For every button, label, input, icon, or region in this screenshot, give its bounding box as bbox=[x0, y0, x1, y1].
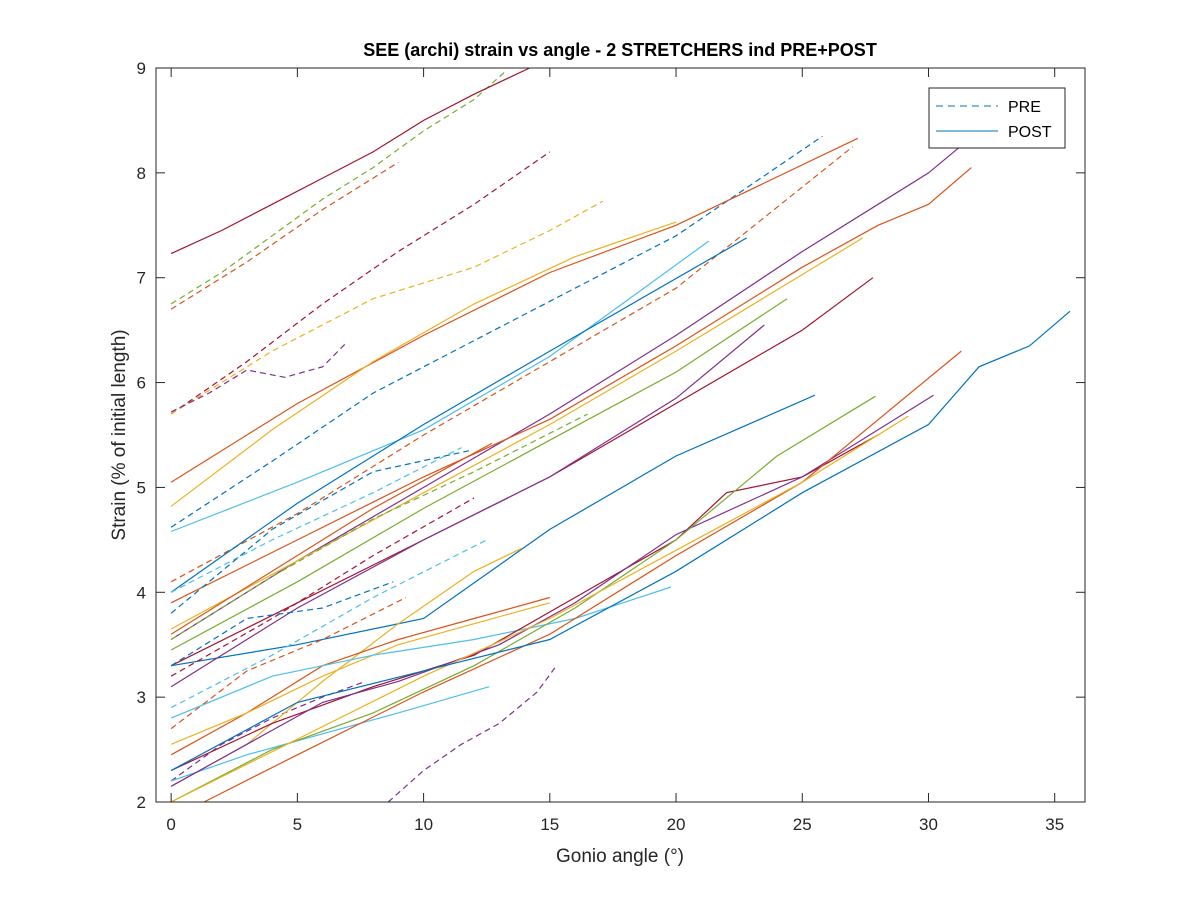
series-line-4 bbox=[170, 200, 604, 415]
series-line-11 bbox=[170, 237, 747, 593]
y-tick-label-3: 5 bbox=[137, 478, 146, 497]
series-line-9 bbox=[170, 221, 677, 507]
series-line-27 bbox=[170, 680, 366, 782]
series-line-28 bbox=[387, 667, 556, 803]
series-line-16 bbox=[170, 298, 788, 651]
x-tick-label-6: 30 bbox=[919, 815, 938, 834]
series-line-12 bbox=[170, 140, 967, 641]
series-line-6 bbox=[170, 135, 823, 528]
x-tick-label-4: 20 bbox=[667, 815, 686, 834]
series-line-13 bbox=[170, 167, 972, 604]
series-line-33 bbox=[170, 686, 490, 782]
series-line-35 bbox=[170, 394, 934, 787]
series-line-23 bbox=[170, 497, 475, 677]
axes-box bbox=[155, 67, 1086, 803]
y-tick-label-2: 4 bbox=[137, 583, 146, 602]
x-tick-label-2: 10 bbox=[414, 815, 433, 834]
legend: PRE POST bbox=[928, 87, 1066, 149]
series-line-30 bbox=[170, 596, 550, 756]
series-line-22 bbox=[170, 413, 588, 641]
x-tick-label-7: 35 bbox=[1045, 815, 1064, 834]
y-axis-label: Strain (% of initial length) bbox=[109, 329, 130, 540]
y-tick-label-0: 2 bbox=[137, 793, 146, 812]
series-line-39 bbox=[170, 310, 1071, 772]
series-line-2 bbox=[170, 67, 530, 255]
legend-label-pre: PRE bbox=[1008, 99, 1041, 116]
series-line-24 bbox=[170, 539, 487, 709]
y-tick-label-4: 6 bbox=[137, 374, 146, 393]
x-axis-label: Gonio angle (°) bbox=[556, 846, 684, 867]
plot-lines bbox=[170, 67, 1071, 803]
series-line-0 bbox=[170, 69, 508, 305]
series-line-17 bbox=[171, 394, 816, 667]
legend-label-post: POST bbox=[1008, 124, 1052, 141]
series-line-32 bbox=[170, 586, 672, 719]
series-line-31 bbox=[170, 602, 550, 745]
series-line-18 bbox=[170, 324, 765, 688]
series-line-19 bbox=[170, 442, 493, 635]
series-line-14 bbox=[170, 237, 864, 630]
series-line-3 bbox=[170, 151, 551, 415]
legend-box bbox=[928, 87, 1066, 149]
x-tick-label-0: 0 bbox=[166, 815, 175, 834]
y-tick-label-7: 9 bbox=[137, 59, 146, 78]
series-line-21 bbox=[170, 450, 470, 614]
series-line-7 bbox=[170, 146, 854, 583]
series-line-8 bbox=[170, 137, 859, 483]
x-tick-label-3: 15 bbox=[540, 815, 559, 834]
y-tick-label-1: 3 bbox=[137, 688, 146, 707]
series-line-25 bbox=[170, 596, 407, 730]
series-line-5 bbox=[170, 343, 346, 413]
chart-title: SEE (archi) strain vs angle - 2 STRETCHE… bbox=[363, 40, 877, 60]
series-line-38 bbox=[170, 415, 909, 803]
x-tick-label-1: 5 bbox=[293, 815, 302, 834]
series-line-1 bbox=[170, 161, 399, 310]
series-line-10 bbox=[170, 240, 710, 533]
y-tick-label-5: 7 bbox=[137, 269, 146, 288]
y-tick-label-6: 8 bbox=[137, 164, 146, 183]
series-line-26 bbox=[170, 581, 394, 667]
series-line-20 bbox=[170, 447, 462, 593]
axis-ticks: 0 5 10 15 20 25 30 35 2 3 4 5 6 7 8 9 bbox=[137, 59, 1085, 834]
x-tick-label-5: 25 bbox=[793, 815, 812, 834]
